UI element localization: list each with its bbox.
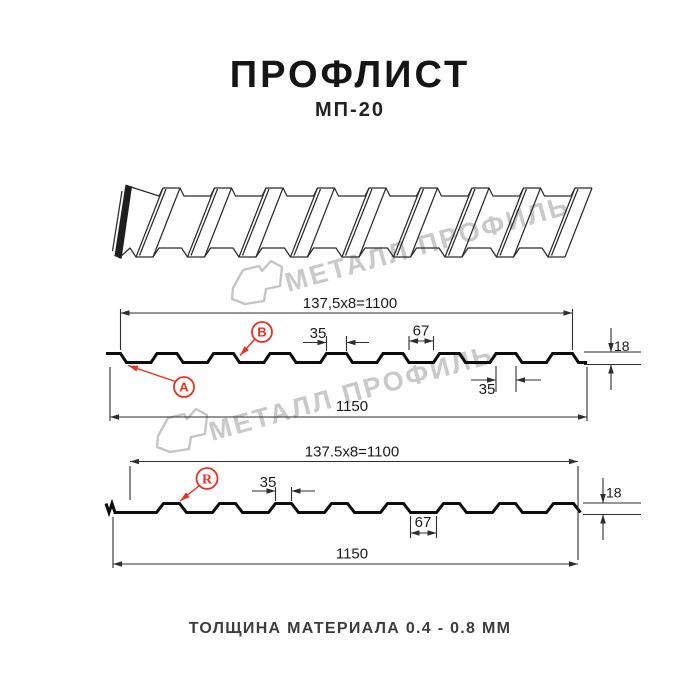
arrowhead	[346, 339, 356, 346]
watermark-logo-1: МЕТАЛЛ ПРОФИЛЬ	[230, 190, 574, 306]
line-art	[104, 184, 641, 568]
drawing-line	[512, 187, 542, 258]
arrowhead	[130, 458, 139, 465]
arrowhead	[120, 310, 130, 316]
drawing-line	[392, 187, 422, 258]
arrowhead	[487, 377, 496, 383]
arrowhead	[240, 346, 249, 356]
arrowhead	[424, 338, 434, 344]
section1-profile-height: 18	[614, 338, 630, 354]
page-title: ПРОФЛИСТ	[229, 54, 471, 96]
arrowhead	[569, 458, 578, 465]
callout-r: R	[195, 467, 219, 490]
drawing-line	[396, 188, 425, 256]
callout-b-letter: B	[257, 325, 266, 340]
section1-overall-width: 1150	[336, 398, 368, 415]
callout-b-circle	[251, 321, 273, 343]
drawing-line	[135, 187, 164, 258]
callout-r-letter: R	[202, 473, 213, 488]
arrowhead	[578, 414, 587, 420]
callout-r-circle	[195, 467, 219, 490]
drawing-line	[447, 188, 476, 256]
section2-labels: 137.5x8=1100 35 67 18 1150	[260, 444, 622, 563]
drawing-line	[495, 187, 525, 258]
drawing-line	[564, 187, 593, 258]
arrowhead	[291, 488, 301, 494]
arrowhead	[409, 338, 418, 344]
profile-model: МП-20	[315, 99, 385, 121]
drawing-line	[152, 187, 181, 258]
callout-a: A	[173, 376, 195, 398]
sheet-cut-edge	[114, 184, 132, 259]
drawing-line	[255, 187, 284, 258]
arrowhead	[600, 514, 606, 524]
drawing-line	[289, 187, 319, 258]
arrowhead	[110, 414, 119, 420]
section1-rib-top-width: 35	[310, 325, 327, 342]
section2-profile-height: 18	[606, 485, 622, 501]
drawing-line	[203, 187, 233, 258]
section2-overall-width: 1150	[336, 546, 368, 563]
arrowhead	[608, 343, 614, 352]
drawing-line	[409, 187, 439, 258]
arrowhead	[128, 365, 139, 372]
drawing-line	[104, 498, 582, 518]
drawing-line	[306, 187, 336, 258]
drawing-line	[106, 352, 587, 364]
drawing-line	[444, 187, 473, 258]
drawing-line	[341, 187, 370, 258]
material-thickness-caption: ТОЛЩИНА МАТЕРИАЛА 0.4 - 0.8 ММ	[188, 620, 512, 637]
callout-b: B	[251, 321, 273, 343]
drawing-line	[358, 187, 387, 258]
arrowhead	[266, 488, 276, 494]
drawing-line	[547, 187, 576, 258]
arrowhead	[608, 364, 614, 374]
drawing-line	[190, 188, 219, 256]
drawing-line	[550, 188, 579, 256]
section2-pitch-dimension: 137.5x8=1100	[305, 444, 399, 461]
drawing-line	[499, 188, 528, 256]
section2-rib-top-width: 35	[260, 474, 277, 491]
drawing-line	[461, 187, 490, 258]
arrowhead	[427, 530, 437, 536]
drawing-line	[241, 188, 270, 256]
section1-rib-lower-width: 35	[479, 381, 496, 398]
callout-leaders	[127, 339, 256, 502]
drawing-line	[186, 187, 216, 258]
watermark-text-1: МЕТАЛЛ ПРОФИЛЬ	[282, 190, 574, 298]
drawing-line	[293, 188, 322, 256]
drawing-line	[111, 190, 123, 252]
callout-a-circle	[173, 376, 195, 398]
section2-valley-width: 67	[415, 514, 432, 531]
watermark-logo-2: МЕТАЛЛ ПРОФИЛЬ	[155, 339, 498, 454]
watermark-text-2: МЕТАЛЛ ПРОФИЛЬ	[206, 339, 498, 447]
arrowhead	[113, 561, 122, 567]
arrowhead	[516, 377, 525, 383]
callout-a-letter: A	[179, 380, 189, 395]
section1-rib-bottom-width: 67	[413, 323, 430, 340]
arrowhead	[569, 561, 578, 567]
section1-labels: 137,5x8=1100 35 67 35 18 1150	[303, 295, 630, 415]
drawing-line	[138, 188, 167, 256]
drawing-line	[118, 247, 565, 259]
arrowhead	[317, 339, 327, 346]
arrowhead	[600, 494, 606, 503]
drawing-line	[344, 188, 373, 256]
drawing-line	[238, 187, 267, 258]
section1-pitch-dimension: 137,5x8=1100	[303, 295, 397, 312]
arrowhead	[410, 530, 420, 536]
arrowhead	[563, 310, 573, 316]
arrowhead	[180, 492, 190, 501]
